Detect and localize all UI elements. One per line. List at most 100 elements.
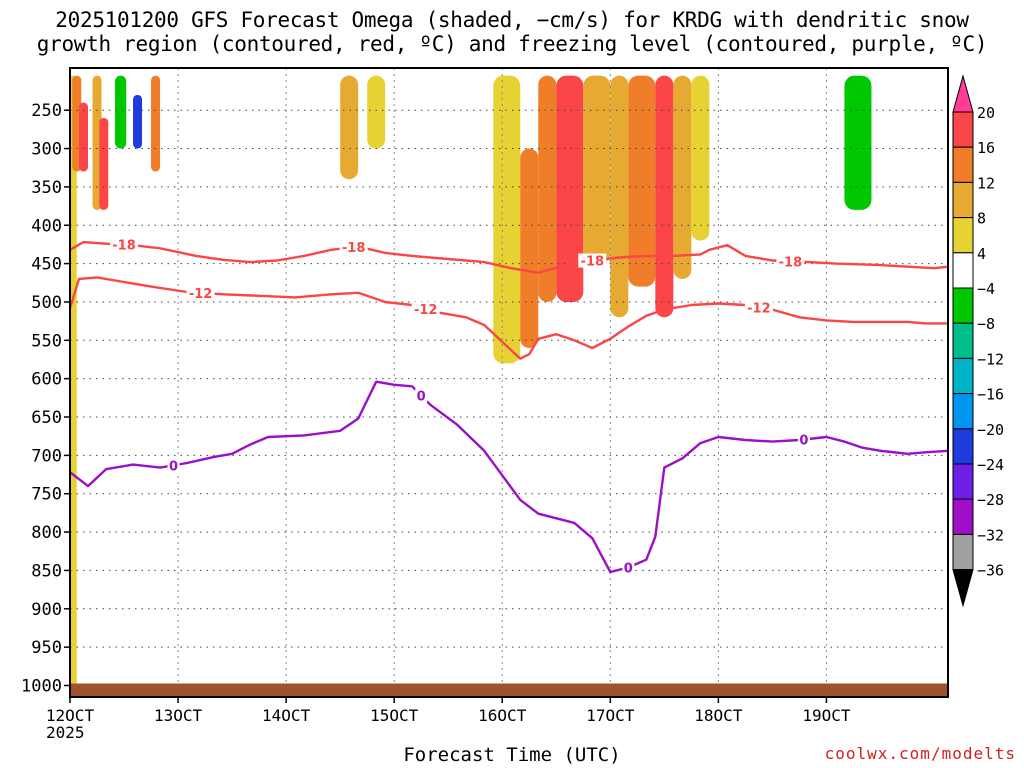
x-tick-label-4: 16OCT [478,706,527,725]
contour-line-1 [68,276,948,360]
y-tick-label-300: 300 [31,140,62,160]
contour-lines: -18 -18 -18 -18 -12 -12 -12 0 0 0 0 [68,237,949,576]
y-tick-label-650: 650 [31,408,62,428]
y-tick-label-550: 550 [31,331,62,351]
x-tick-label-2: 14OCT [262,706,311,725]
chart-title-line2: growth region (contoured, red, ºC) and f… [36,32,988,56]
colorbar-label-7: −12 [977,350,1004,368]
omega-cell-4 [99,117,109,210]
colorbar-swatch-10 [952,428,974,465]
colorbar-swatch-8 [952,357,974,395]
contour-line-0 [69,240,949,274]
x-year-label: 2025 [46,723,85,742]
contour-label-0-0: -18 [112,239,136,254]
omega-cell-13 [556,75,584,302]
y-tick-label-850: 850 [31,561,62,581]
y-tick-label-450: 450 [31,255,62,275]
contour-label-1-0: -12 [189,287,213,302]
contour-label-bg-1-0 [186,285,215,300]
omega-cell-15 [610,75,629,318]
contour-label-bg-0-2 [578,253,607,268]
omega-cell-14 [583,75,611,264]
colorbar-label-3: 8 [977,210,986,228]
x-tick-label-5: 17OCT [586,706,635,725]
omega-cell-17 [655,75,674,318]
colorbar-label-8: −16 [977,386,1004,404]
contour-label-1-1: -12 [414,303,438,318]
omega-cell-9 [367,75,386,149]
chart-title-line1: 2025101200 GFS Forecast Omega (shaded, −… [55,8,969,32]
contour-label-2-2: 0 [624,561,633,576]
x-tick-label-6: 18OCT [694,706,743,725]
omega-cell-8 [340,75,359,180]
colorbar-label-12: −32 [977,526,1004,544]
omega-cell-11 [520,148,539,348]
y-tick-label-600: 600 [31,370,62,390]
omega-cell-12 [538,75,557,302]
colorbar-bottom-arrow [952,569,974,608]
colorbar-label-4: 4 [977,245,986,263]
omega-cell-18 [673,75,692,279]
y-axis: 250 300 350 400 450 500 550 600 650 700 750 800 850 9… [21,101,70,696]
colorbar-swatch-12 [952,498,974,535]
omega-cell-16 [628,75,656,287]
omega-cell-6 [133,94,143,149]
colorbar-label-10: −24 [977,456,1004,474]
colorbar-swatch-7 [952,322,974,359]
contour-label-bg-2-1 [415,388,428,403]
colorbar-label-1: 16 [977,139,995,157]
omega-cell-10 [493,75,521,364]
colorbar-label-5: −4 [977,280,995,298]
colorbar-label-2: 12 [977,174,995,192]
y-tick-label-400: 400 [31,216,62,236]
colorbar-swatch-6 [952,287,974,324]
colorbar-swatch-1 [952,111,974,148]
colorbar: 20 16 12 8 4 −4 −8 −12 −16 −20 −24 −28 −32 −36 [952,74,1004,608]
x-tick-label-7: 19OCT [802,706,851,725]
contour-line-2 [69,380,949,574]
plot-frame [69,67,949,698]
contour-label-bg-0-3 [776,254,805,269]
y-tick-label-750: 750 [31,485,62,505]
y-tick-label-900: 900 [31,600,62,620]
colorbar-label-11: −28 [977,491,1004,509]
omega-cell-3 [92,75,102,210]
omega-cell-0 [70,75,77,686]
colorbar-label-6: −8 [977,315,995,333]
colorbar-swatch-3 [952,181,974,219]
omega-cell-19 [691,75,710,241]
contour-label-0-2: -18 [581,255,605,270]
x-axis: 12OCT 13OCT 14OCT 15OCT 16OCT 17OCT 18OCT 19OCT… [46,697,851,742]
colorbar-swatch-13 [952,533,974,571]
colorbar-swatch-2 [952,146,974,183]
colorbar-swatch-4 [952,217,974,254]
contour-label-bg-0-0 [110,237,139,252]
colorbar-label-13: −36 [977,562,1004,580]
omega-shading [70,75,872,686]
x-tick-label-0: 12OCT [46,706,95,725]
omega-cell-20 [844,75,872,210]
omega-cell-7 [151,75,161,172]
y-tick-label-700: 700 [31,446,62,466]
y-tick-label-800: 800 [31,523,62,543]
contour-label-2-3: 0 [799,434,808,449]
x-tick-label-1: 13OCT [154,706,203,725]
omega-cell-5 [115,75,127,149]
contour-label-bg-0-1 [339,240,368,255]
y-tick-label-250: 250 [31,101,62,121]
y-tick-label-950: 950 [31,638,62,658]
colorbar-top-arrow [952,74,974,113]
contour-label-0-1: -18 [342,241,366,256]
contour-label-2-1: 0 [417,390,426,405]
colorbar-label-9: −20 [977,421,1004,439]
x-axis-label: Forecast Time (UTC) [403,744,621,766]
contour-label-bg-2-0 [167,458,180,473]
contour-label-0-3: -18 [779,255,803,270]
colorbar-swatch-9 [952,393,974,430]
x-tick-label-3: 15OCT [370,706,419,725]
y-tick-label-1000: 1000 [21,676,62,696]
contour-label-2-0: 0 [169,459,178,474]
credit-text: coolwx.com/modelts [824,744,1016,763]
omega-cell-2 [79,102,89,172]
